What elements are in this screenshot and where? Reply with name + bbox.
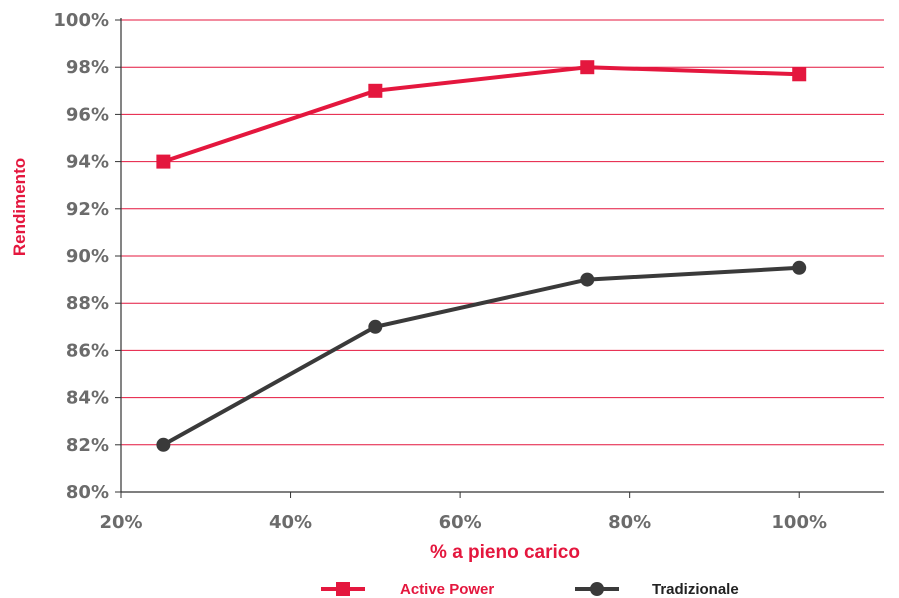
y-axis-title: Rendimento — [10, 158, 29, 256]
legend-marker-circle — [590, 582, 604, 596]
legend-label: Tradizionale — [652, 581, 739, 598]
data-point-circle — [368, 319, 383, 334]
data-point-square — [368, 83, 383, 98]
gridlines — [121, 19, 884, 446]
x-tick-label: 40% — [269, 512, 312, 533]
y-tick-labels: 80% 82% 84% 86% 88% 90% 92% 94% 96% 98% 100% — [53, 10, 109, 503]
series-tradizionale — [156, 260, 807, 452]
y-tick-label: 82% — [66, 435, 109, 456]
series-line — [162, 265, 800, 447]
x-tick-labels: 20% 40% 60% 80% 100% — [99, 512, 827, 533]
legend-item: Tradizionale — [575, 581, 739, 598]
y-tick-label: 94% — [66, 152, 109, 173]
y-tick-label: 98% — [66, 57, 109, 78]
legend: Active Power Tradizionale — [321, 581, 739, 598]
data-point-square — [580, 60, 595, 75]
data-point-square — [156, 154, 171, 169]
x-tick-label: 100% — [771, 512, 827, 533]
x-axis-title: % a pieno carico — [430, 542, 580, 563]
y-tick-label: 100% — [53, 10, 109, 31]
data-point-square — [792, 67, 807, 82]
y-tick-label: 80% — [66, 482, 109, 503]
y-tick-label: 90% — [66, 246, 109, 267]
data-point-circle — [792, 260, 807, 275]
series-line — [162, 65, 800, 164]
axes — [115, 18, 884, 498]
y-tick-label: 96% — [66, 104, 109, 125]
series-active-power — [156, 60, 807, 169]
legend-marker-square — [336, 582, 350, 596]
x-tick-label: 80% — [608, 512, 651, 533]
data-point-circle — [156, 437, 171, 452]
x-tick-label: 60% — [439, 512, 482, 533]
y-tick-label: 84% — [66, 388, 109, 409]
x-tick-label: 20% — [99, 512, 142, 533]
y-tick-label: 92% — [66, 199, 109, 220]
series — [156, 60, 807, 452]
y-tick-label: 88% — [66, 293, 109, 314]
y-tick-label: 86% — [66, 340, 109, 361]
data-point-circle — [580, 272, 595, 287]
legend-label: Active Power — [400, 581, 494, 598]
legend-item: Active Power — [321, 581, 494, 598]
